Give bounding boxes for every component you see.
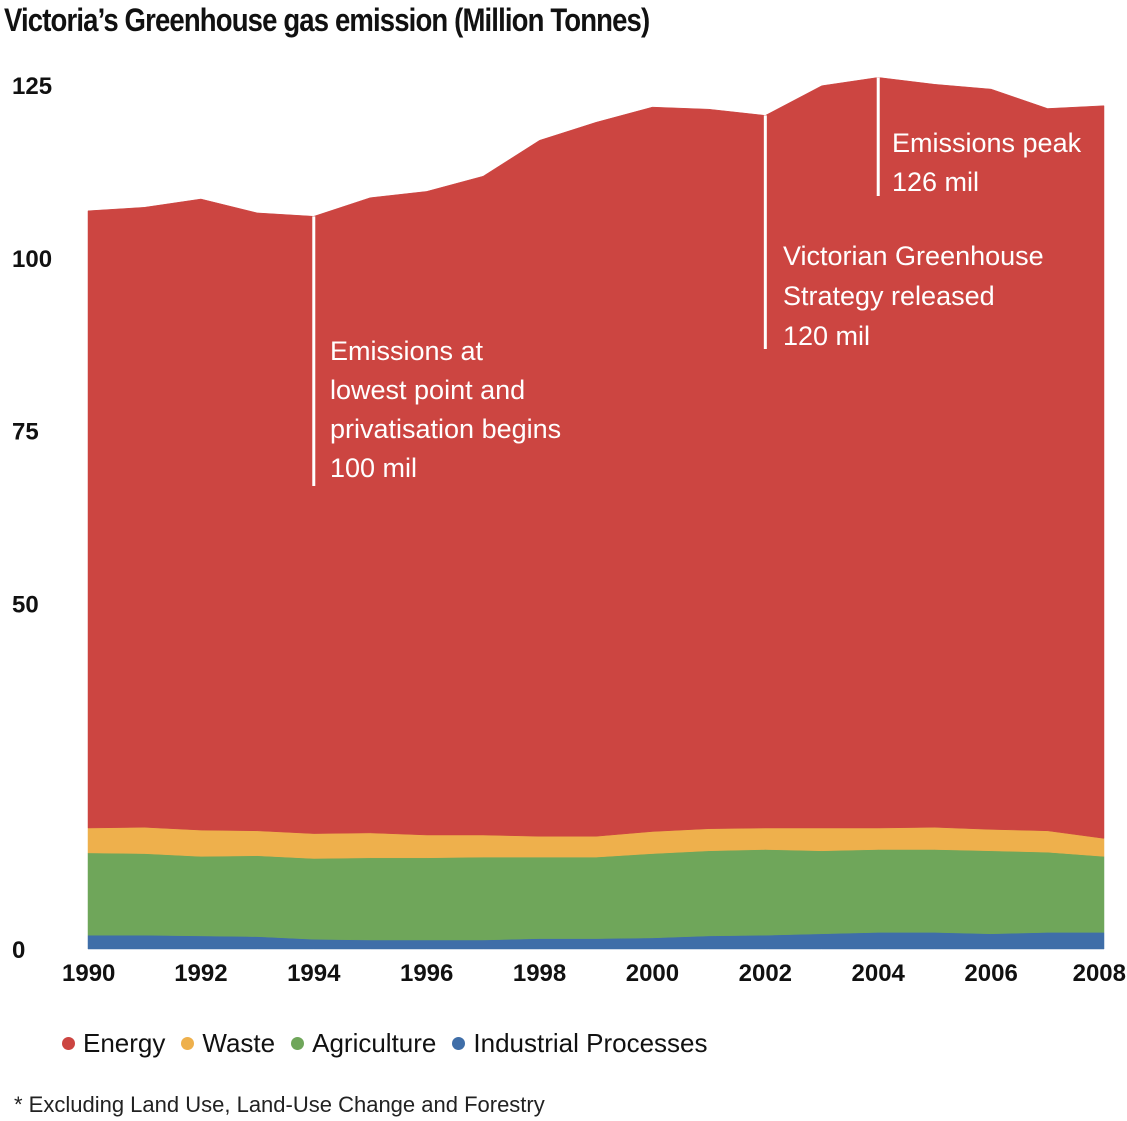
y-tick-label: 0 xyxy=(12,937,25,964)
legend-label: Agriculture xyxy=(312,1028,437,1058)
chart-legend: Energy Waste Agriculture Industrial Proc… xyxy=(62,1028,724,1059)
legend-label: Industrial Processes xyxy=(473,1028,708,1058)
annotation-text: 100 mil xyxy=(330,453,417,483)
y-tick-label: 125 xyxy=(12,73,52,100)
area-energy xyxy=(87,77,1105,839)
annotation-text: lowest point and xyxy=(330,375,525,405)
y-tick-label: 100 xyxy=(12,246,52,273)
legend-item-energy: Energy xyxy=(62,1028,165,1059)
legend-item-waste: Waste xyxy=(181,1028,275,1059)
x-tick-label: 2000 xyxy=(626,960,679,987)
x-tick-label: 2006 xyxy=(964,960,1017,987)
y-tick-label: 75 xyxy=(12,419,39,446)
chart-title: Victoria’s Greenhouse gas emission (Mill… xyxy=(4,2,650,38)
x-tick-label: 1994 xyxy=(287,960,341,987)
legend-swatch-energy xyxy=(62,1037,75,1050)
footnote: * Excluding Land Use, Land-Use Change an… xyxy=(14,1092,545,1117)
x-tick-label: 1998 xyxy=(513,960,566,987)
annotation-text: Victorian Greenhouse xyxy=(783,241,1044,271)
annotation-text: Emissions at xyxy=(330,336,484,366)
annotation-text: Strategy released xyxy=(783,281,995,311)
x-tick-label: 2008 xyxy=(1073,960,1126,987)
x-tick-label: 1996 xyxy=(400,960,453,987)
legend-item-agriculture: Agriculture xyxy=(291,1028,436,1059)
annotation-text: privatisation begins xyxy=(330,414,561,444)
x-tick-label: 2002 xyxy=(739,960,792,987)
x-tick-label: 1992 xyxy=(174,960,227,987)
legend-label: Waste xyxy=(202,1028,276,1058)
legend-item-industrial-processes: Industrial Processes xyxy=(452,1028,708,1059)
annotation-text: 120 mil xyxy=(783,321,870,351)
legend-swatch-agriculture xyxy=(291,1037,305,1050)
y-tick-label: 50 xyxy=(12,591,39,618)
annotation-text: 126 mil xyxy=(892,167,979,197)
x-tick-label: 1990 xyxy=(62,960,115,987)
area-agriculture xyxy=(87,849,1105,941)
legend-swatch-industrial-processes xyxy=(452,1037,466,1050)
legend-label: Energy xyxy=(83,1028,166,1058)
annotation-text: Emissions peak xyxy=(892,128,1082,158)
legend-swatch-waste xyxy=(181,1037,195,1050)
x-tick-label: 2004 xyxy=(852,960,906,987)
